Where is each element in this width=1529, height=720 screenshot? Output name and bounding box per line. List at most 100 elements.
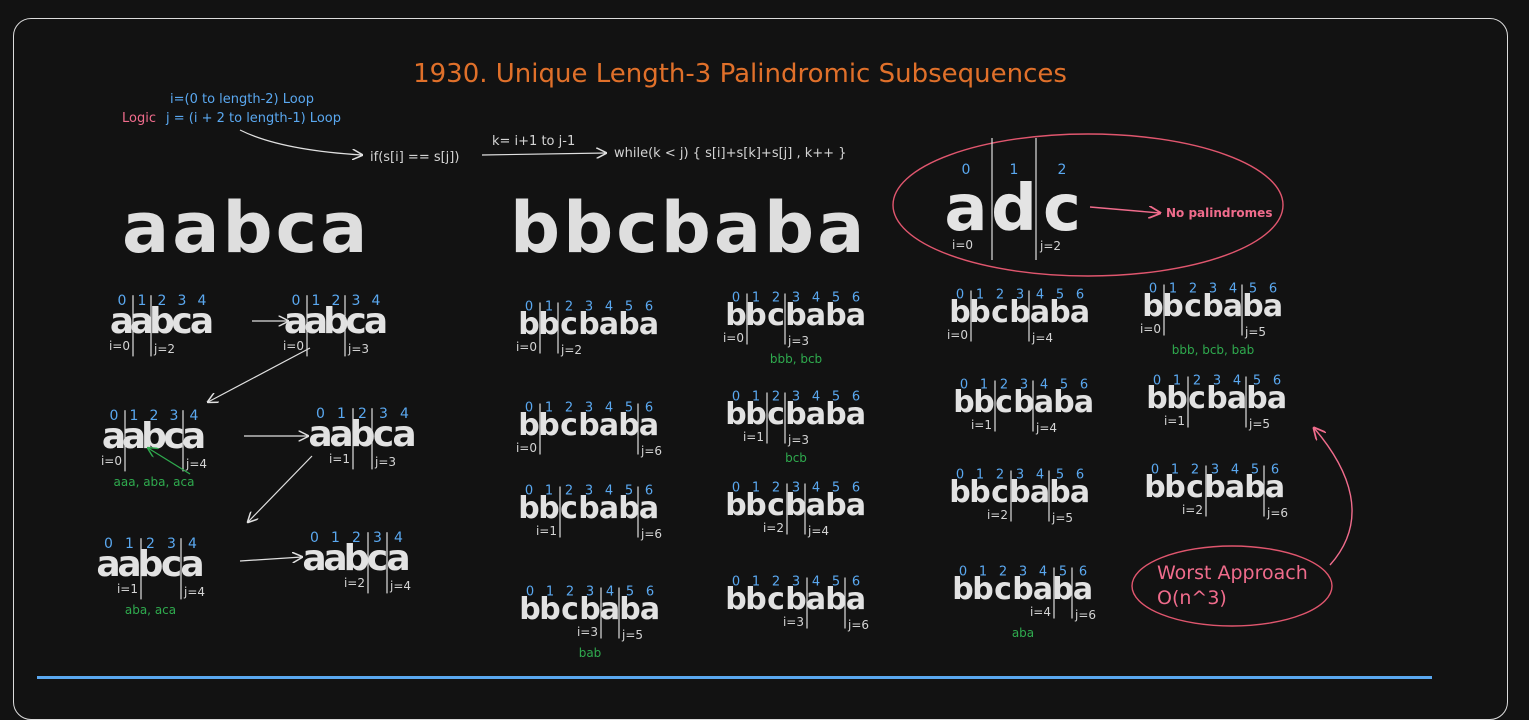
string-char: a: [1225, 470, 1245, 505]
index-digit: 3: [585, 484, 593, 499]
index-digit: 1: [752, 291, 760, 306]
string-char: a: [1074, 385, 1094, 420]
index-digit: 0: [104, 536, 113, 552]
worst-approach-ellipse: [1131, 545, 1333, 627]
index-digit: 6: [1269, 282, 1277, 297]
string-char: b: [725, 397, 746, 432]
index-digit: 0: [292, 293, 301, 309]
string-char: a: [1070, 295, 1090, 330]
index-digit: 2: [358, 406, 367, 422]
j-label: j=5: [1051, 511, 1073, 525]
step-diagram: bb c b a b a0 1 2 3 4 5 6i=0 j=6: [516, 401, 662, 458]
example-word-aabca: aabca: [122, 187, 370, 269]
index-digit: 2: [146, 536, 155, 552]
j-label: j=2: [153, 342, 175, 356]
string-char: a: [102, 416, 126, 457]
index-digit: 5: [832, 481, 840, 496]
string-char: b: [1052, 572, 1073, 607]
index-digit: 4: [605, 484, 613, 499]
string-char: b: [518, 408, 539, 443]
index-digit: 3: [167, 536, 176, 552]
j-label: j=5: [1248, 417, 1270, 431]
string-char: b: [578, 491, 599, 526]
string-char: b: [619, 592, 640, 627]
index-digit: 1: [138, 293, 147, 309]
index-digit: 5: [1059, 565, 1067, 580]
i-label: i=2: [344, 576, 365, 590]
index-digit: 0: [732, 575, 740, 590]
index-digit: 6: [852, 390, 860, 405]
index-digit: 2: [996, 288, 1004, 303]
string-char: a: [846, 582, 866, 617]
index-digit: 4: [812, 575, 820, 590]
index-digit: 2: [565, 300, 573, 315]
index-digit: 3: [373, 530, 382, 546]
index-digit: 4: [1036, 468, 1044, 483]
index-digit: 3: [1016, 468, 1024, 483]
index-digit: 2: [1000, 378, 1008, 393]
string-char: a: [304, 301, 328, 342]
index-digit: 5: [832, 291, 840, 306]
string-char: b: [745, 488, 766, 523]
string-char: a: [1070, 475, 1090, 510]
step-diagram: bb c b a b a0 1 2 3 4 5 6i=2 j=6: [1144, 463, 1288, 520]
index-digit: 4: [198, 293, 207, 309]
string-char: c: [991, 475, 1009, 510]
index-digit: 0: [732, 390, 740, 405]
example-word-bbcbaba: bbcbaba: [510, 187, 867, 269]
string-char: a: [1034, 385, 1054, 420]
i-label: i=1: [329, 452, 350, 466]
string-char: a: [1030, 295, 1050, 330]
i-label: i=0: [723, 331, 744, 345]
string-char: b: [825, 488, 846, 523]
string-char: c: [995, 385, 1013, 420]
index-digit: 2: [772, 390, 780, 405]
string-char: b: [785, 582, 806, 617]
j-label: j=6: [1074, 608, 1096, 622]
found-palindromes: bbb, bcb, bab: [1172, 343, 1255, 357]
index-digit: 6: [1271, 463, 1279, 478]
index-digit: 2: [1193, 374, 1201, 389]
index-digit: 3: [178, 293, 187, 309]
found-palindromes: aaa, aba, aca: [114, 475, 195, 489]
step-diagram: bb c b a b a0 1 2 3 4 5 6i=1 j=6: [518, 484, 662, 541]
string-char: c: [163, 416, 184, 457]
string-char: b: [578, 408, 599, 443]
index-digit: 6: [852, 575, 860, 590]
index-digit: 2: [996, 468, 1004, 483]
index-digit: 1: [545, 484, 553, 499]
string-char: b: [350, 414, 376, 455]
index-digit: 4: [605, 401, 613, 416]
index-digit: 4: [812, 390, 820, 405]
index-digit: 1: [980, 378, 988, 393]
string-char: b: [745, 298, 766, 333]
index-digit: 0: [1149, 282, 1157, 297]
index-digit: 1: [312, 293, 321, 309]
string-char: b: [952, 572, 973, 607]
string-char: c: [561, 592, 579, 627]
string-char: c: [161, 544, 182, 585]
index-digit: 4: [394, 530, 403, 546]
string-char: b: [618, 491, 639, 526]
adc-char: d: [991, 172, 1037, 246]
string-char: b: [1164, 470, 1185, 505]
j-label: j=3: [787, 334, 809, 348]
i-label: i=1: [971, 418, 992, 432]
index-digit: 1: [976, 468, 984, 483]
string-char: b: [519, 592, 540, 627]
string-char: b: [1246, 381, 1267, 416]
index-digit: 4: [188, 536, 197, 552]
logic-label: Logic: [122, 111, 156, 126]
step-arrow-4: [248, 455, 313, 522]
i-label: i=0: [283, 339, 304, 353]
i-label: i=1: [743, 430, 764, 444]
string-char: b: [1013, 385, 1034, 420]
bottom-scrollbar[interactable]: [37, 676, 1432, 679]
i-label: i=0: [109, 339, 130, 353]
adc-index-digit: 1: [1010, 162, 1019, 178]
index-digit: 0: [118, 293, 127, 309]
index-digit: 5: [1056, 288, 1064, 303]
